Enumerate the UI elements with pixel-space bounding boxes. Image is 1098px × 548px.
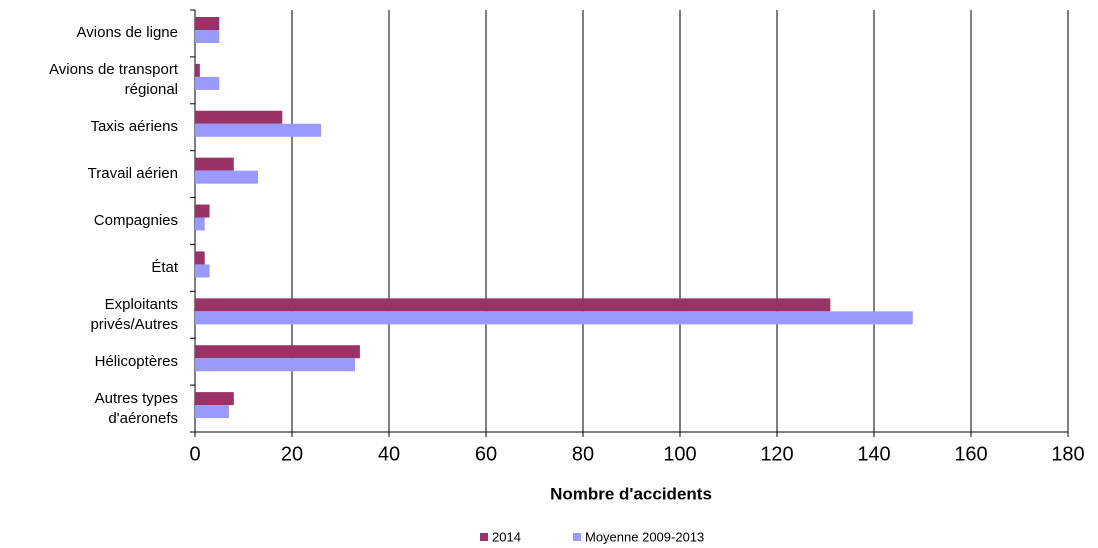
- y-tick-label: Avions de transport régional: [49, 61, 178, 99]
- y-tick-label: Avions de ligne: [76, 24, 178, 42]
- bar: [195, 30, 220, 43]
- x-tick-label: 120: [760, 443, 793, 465]
- bar: [195, 157, 234, 171]
- bar: [195, 170, 259, 184]
- y-tick-label: Hélicoptères: [94, 352, 178, 370]
- y-tick-label: Travail aérien: [87, 165, 178, 183]
- bar: [195, 298, 831, 312]
- bar: [195, 345, 360, 359]
- bar: [195, 217, 205, 231]
- x-axis-title: Nombre d'accidents: [550, 484, 712, 503]
- bar: [195, 405, 229, 419]
- y-tick-label: Compagnies: [93, 212, 178, 229]
- legend-swatch: [480, 533, 488, 541]
- bar: [195, 204, 210, 218]
- legend-label: Moyenne 2009-2013: [585, 529, 704, 544]
- bar: [195, 264, 210, 278]
- bar: [195, 63, 200, 77]
- bar: [195, 392, 234, 406]
- y-tick-label: Taxis aériens: [90, 118, 178, 136]
- y-tick-label: Exploitants privés/Autres: [90, 295, 178, 333]
- bar: [195, 76, 220, 90]
- legend-swatch: [573, 533, 581, 541]
- y-tick-label: Autres types d'aéronefs: [94, 389, 178, 427]
- x-tick-label: 160: [954, 443, 987, 465]
- bar: [195, 17, 220, 30]
- y-tick-label: État: [151, 258, 178, 276]
- legend-label: 2014: [492, 529, 521, 544]
- bar: [195, 123, 322, 137]
- x-tick-label: 60: [475, 443, 497, 465]
- bar: [195, 311, 913, 325]
- x-tick-label: 40: [378, 443, 400, 465]
- bar: [195, 251, 205, 265]
- x-tick-label: 0: [189, 443, 200, 465]
- x-tick-label: 140: [857, 443, 890, 465]
- x-tick-label: 20: [281, 443, 303, 465]
- x-tick-label: 180: [1051, 443, 1084, 465]
- bar: [195, 110, 283, 124]
- bar: [195, 358, 356, 372]
- x-tick-label: 100: [663, 443, 696, 465]
- x-tick-label: 80: [572, 443, 594, 465]
